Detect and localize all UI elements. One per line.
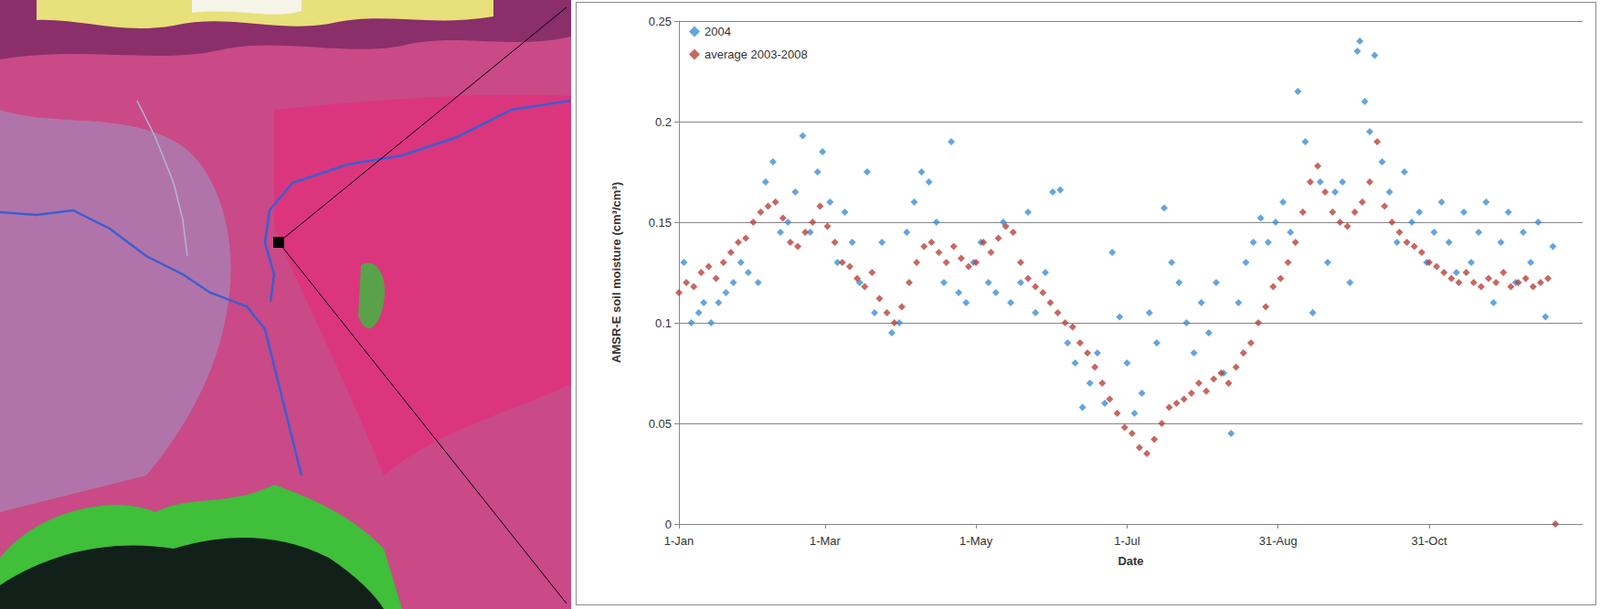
svg-text:Date: Date	[1117, 553, 1144, 568]
svg-text:31-Aug: 31-Aug	[1259, 533, 1298, 548]
svg-text:AMSR-E soil moisture (cm³/cm³): AMSR-E soil moisture (cm³/cm³)	[609, 181, 624, 363]
svg-text:2004: 2004	[704, 24, 732, 39]
svg-text:0.1: 0.1	[655, 316, 672, 330]
svg-text:31-Oct: 31-Oct	[1410, 533, 1447, 548]
svg-text:1-May: 1-May	[959, 533, 994, 548]
svg-text:0.15: 0.15	[648, 215, 672, 230]
svg-text:0.2: 0.2	[655, 115, 672, 129]
svg-text:average 2003-2008: average 2003-2008	[704, 47, 808, 62]
svg-text:0.05: 0.05	[648, 416, 672, 431]
svg-text:1-Mar: 1-Mar	[809, 533, 842, 548]
svg-text:1-Jul: 1-Jul	[1113, 533, 1140, 548]
svg-text:1-Jan: 1-Jan	[664, 533, 695, 548]
svg-text:0: 0	[665, 517, 672, 531]
svg-text:0.25: 0.25	[648, 14, 672, 29]
